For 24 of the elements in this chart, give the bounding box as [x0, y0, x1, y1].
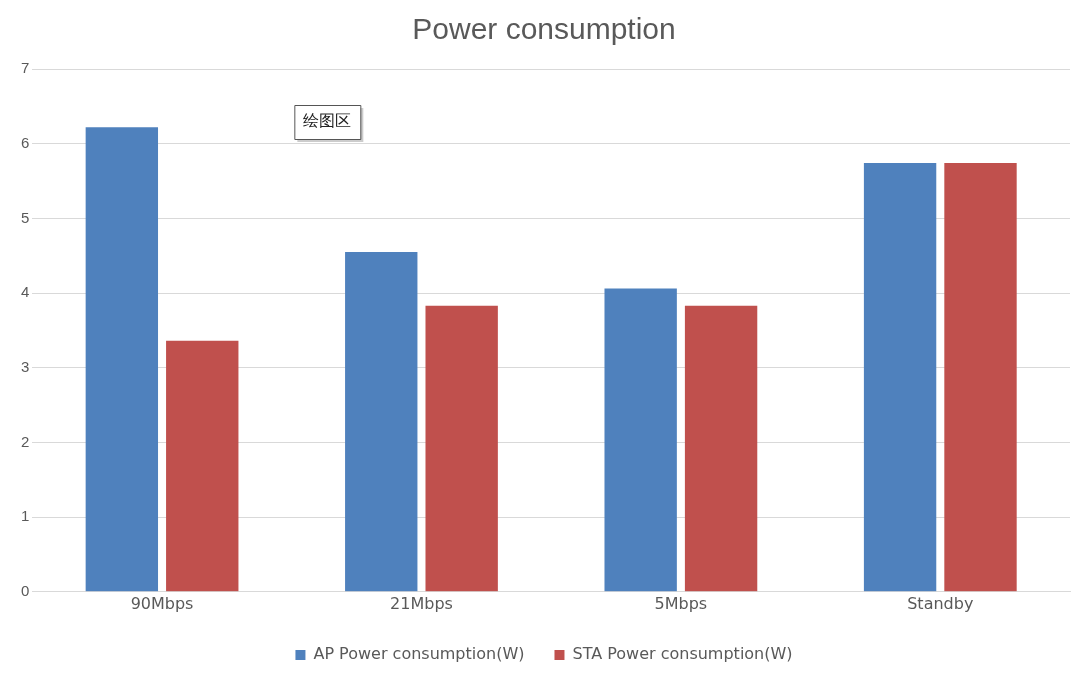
bar — [85, 127, 159, 592]
y-tick-label: 5 — [21, 208, 30, 226]
y-tick-label: 0 — [21, 581, 30, 599]
annotation: 绘图区 — [303, 111, 352, 131]
bar — [944, 163, 1017, 592]
bar — [863, 163, 937, 592]
y-tick-label: 3 — [21, 357, 30, 375]
y-tick-label: 6 — [21, 133, 30, 151]
legend-label: AP Power consumption(W) — [313, 644, 525, 664]
bar — [425, 305, 498, 592]
bar — [166, 340, 239, 592]
y-tick-label: 2 — [21, 432, 30, 450]
y-tick-label: 1 — [21, 507, 30, 525]
bar — [345, 251, 418, 592]
x-tick-label: 21Mbps — [390, 593, 453, 613]
x-tick-label: 90Mbps — [130, 593, 194, 613]
legend-label: STA Power consumption(W) — [572, 644, 793, 664]
x-tick-label: 5Mbps — [654, 593, 708, 613]
chart-title: Power consumption — [412, 12, 676, 46]
bar — [604, 288, 677, 592]
x-tick-label: Standby — [907, 593, 974, 613]
y-tick-label: 7 — [21, 59, 30, 77]
y-tick-label: 4 — [21, 283, 30, 301]
bar — [684, 305, 758, 592]
